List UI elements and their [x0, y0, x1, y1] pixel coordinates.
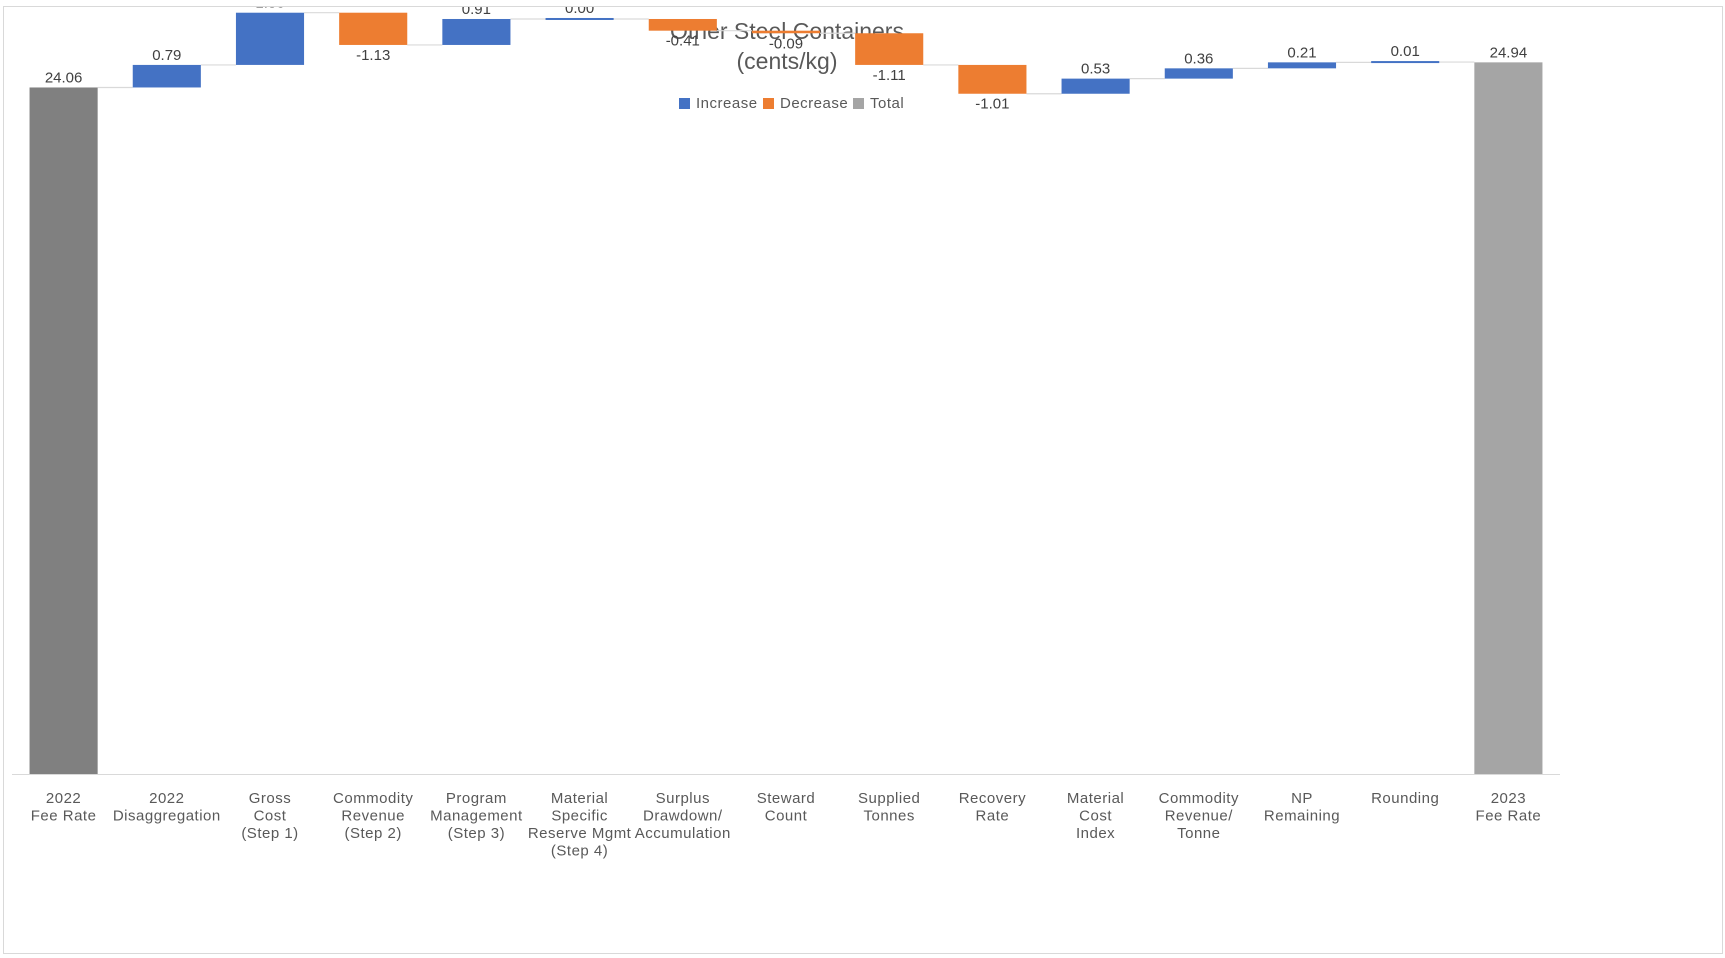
x-tick-label-line: Count — [765, 808, 808, 825]
x-tick-label-line: Reserve Mgmt — [528, 825, 632, 842]
data-label: 24.06 — [45, 69, 83, 86]
waterfall-bar — [1267, 62, 1337, 69]
data-label: 1.83 — [255, 7, 284, 12]
x-tick-label-line: Steward — [757, 790, 816, 807]
x-tick-label-line: Material — [551, 790, 608, 807]
data-label: 0.01 — [1391, 43, 1420, 60]
waterfall-bar — [1061, 78, 1130, 94]
x-tick-label-line: (Step 3) — [448, 825, 505, 842]
data-labels: 24.06 0.79 1.83 -1.13 0.91 0.00 -0.41 -0.09 -1.1… — [45, 7, 1527, 113]
x-tick-label-line: 2022 — [149, 790, 184, 807]
x-tick-label: Program Management (Step 3) — [430, 790, 523, 842]
x-tick-label-line: Gross — [249, 790, 292, 807]
data-label: -1.13 — [356, 47, 390, 64]
data-label: -1.01 — [975, 96, 1009, 113]
x-tick-label: Surplus Drawdown/Accumulation — [635, 790, 731, 842]
data-label: 0.91 — [462, 7, 491, 18]
data-label: 0.00 — [565, 7, 594, 17]
x-tick-label-line: Management — [430, 808, 523, 825]
bars — [29, 12, 1543, 775]
legend-swatch — [679, 98, 690, 109]
legend-label: Total — [870, 95, 904, 112]
data-label: 0.21 — [1287, 44, 1316, 61]
waterfall-bar — [1474, 62, 1543, 775]
x-tick-label: NP Remaining — [1264, 790, 1340, 825]
x-tick-label-line: Accumulation — [635, 825, 731, 842]
legend-label: Decrease — [780, 95, 848, 112]
waterfall-bar — [545, 17, 614, 20]
x-tick-label-line: Drawdown/ — [643, 808, 723, 825]
chart-subtitle-line: (cents/kg) — [737, 48, 838, 74]
x-tick-label-line: Specific — [551, 808, 608, 825]
x-tick-label-line: Supplied — [858, 790, 920, 807]
chart-legend: Increase Decrease Total — [679, 95, 904, 112]
x-tick-label: Steward Count — [757, 790, 816, 825]
x-tick-label-line: (Step 4) — [551, 843, 608, 860]
x-tick-label-line: Tonnes — [864, 808, 915, 825]
x-tick-label: Material Cost Index — [1067, 790, 1124, 842]
legend-label: Increase — [696, 95, 758, 112]
waterfall-bar — [339, 12, 408, 45]
waterfall-bar — [751, 30, 821, 34]
data-label: -0.41 — [666, 33, 700, 50]
x-tick-label-line: Rate — [976, 808, 1010, 825]
x-tick-label: 2023 Fee Rate — [1476, 790, 1542, 825]
x-tick-label: 2022 Fee Rate — [31, 790, 97, 825]
waterfall-bar — [648, 18, 717, 31]
data-label: 0.36 — [1184, 50, 1213, 67]
waterfall-bar — [1164, 68, 1233, 79]
x-tick-label: Gross Cost (Step 1) — [241, 790, 298, 842]
legend-swatch — [853, 98, 864, 109]
x-tick-label: Material Specific Reserve Mgmt (Step 4) — [528, 790, 632, 860]
connector-lines — [97, 12, 1475, 95]
x-tick-label-line: Fee Rate — [31, 808, 97, 825]
waterfall-bar — [29, 87, 98, 775]
x-tick-label: Rounding — [1371, 790, 1439, 807]
waterfall-bar — [235, 12, 305, 65]
x-tick-label: Commodity Revenue (Step 2) — [333, 790, 413, 842]
data-label: 0.53 — [1081, 61, 1110, 78]
x-tick-label-line: Cost — [254, 808, 287, 825]
x-tick-label-line: Revenue/ — [1165, 808, 1234, 825]
chart-frame: Other Steel Containers (cents/kg) Increas… — [3, 6, 1723, 954]
x-tick-label-line: Index — [1076, 825, 1115, 842]
x-tick-label-line: Commodity — [333, 790, 413, 807]
x-tick-label-line: Disaggregation — [113, 808, 221, 825]
data-label: 0.79 — [152, 47, 181, 64]
chart-title: Other Steel Containers(cents/kg) — [670, 18, 904, 74]
data-label: -1.11 — [873, 67, 906, 84]
x-tick-label-line: Surplus — [656, 790, 710, 807]
waterfall-bar — [132, 64, 201, 88]
x-tick-label-line: Revenue — [341, 808, 405, 825]
waterfall-bar — [855, 33, 924, 65]
x-tick-label: Recovery Rate — [959, 790, 1026, 825]
x-tick-label-line: Program — [446, 790, 507, 807]
x-tick-label-line: Cost — [1079, 808, 1112, 825]
x-tick-label-line: NP — [1291, 790, 1313, 807]
x-tick-label-line: (Step 2) — [345, 825, 402, 842]
x-tick-label-line: Material — [1067, 790, 1124, 807]
waterfall-bar — [1371, 61, 1440, 64]
x-tick-label-line: 2022 — [46, 790, 81, 807]
waterfall-chart: Other Steel Containers(cents/kg) Increas… — [12, 7, 1560, 860]
x-tick-label: Commodity Revenue/Tonne — [1159, 790, 1239, 842]
x-tick-label: 2022 Disaggregation — [113, 790, 221, 825]
data-label: 24.94 — [1490, 44, 1528, 61]
x-tick-label-line: Recovery — [959, 790, 1026, 807]
x-tick-label: Supplied Tonnes — [858, 790, 920, 825]
x-tick-label-line: Commodity — [1159, 790, 1239, 807]
waterfall-bar — [442, 18, 511, 45]
x-tick-label-line: Fee Rate — [1476, 808, 1542, 825]
waterfall-bar — [958, 64, 1027, 94]
x-tick-label-line: Tonne — [1177, 825, 1220, 842]
x-tick-label-line: 2023 — [1491, 790, 1526, 807]
x-tick-label-line: Remaining — [1264, 808, 1340, 825]
x-tick-label-line: (Step 1) — [241, 825, 298, 842]
legend-swatch — [763, 98, 774, 109]
x-tick-label-line: Rounding — [1371, 790, 1439, 807]
data-label: -0.09 — [769, 35, 803, 52]
